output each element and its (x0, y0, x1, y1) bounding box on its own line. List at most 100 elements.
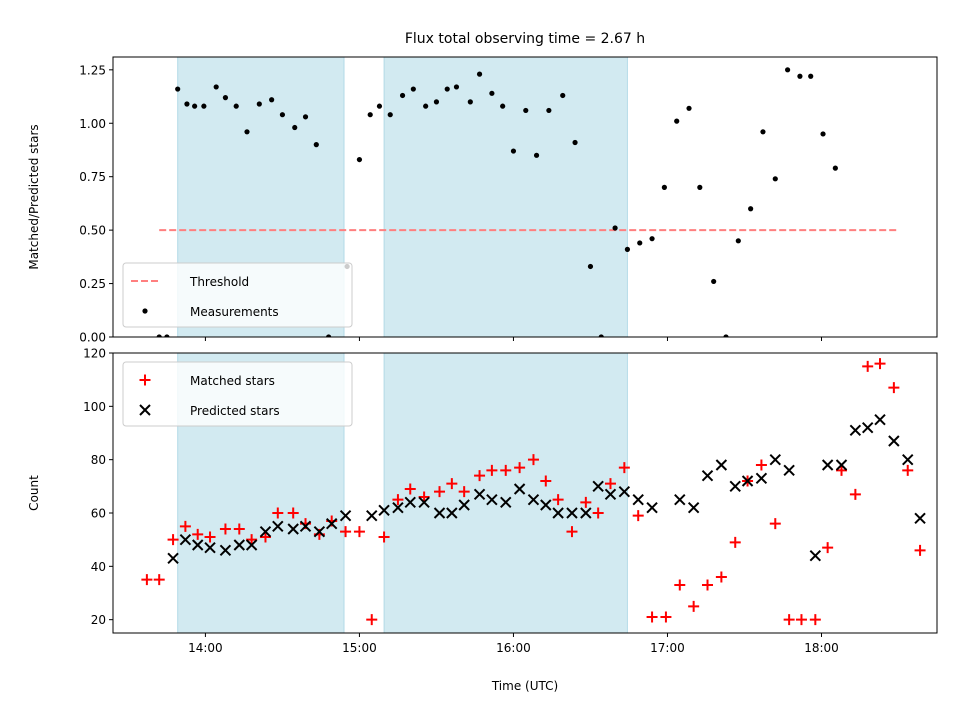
predicted-stars-point (339, 509, 352, 522)
matched-stars-point (500, 464, 512, 476)
measurement-point (546, 107, 552, 114)
matched-stars-point (783, 614, 795, 626)
measurement-point (661, 184, 667, 190)
matched-stars-point (204, 531, 216, 543)
measurement-point (256, 101, 262, 107)
predicted-stars-point (618, 485, 631, 498)
predicted-stars-point (646, 501, 658, 514)
measurement-point (269, 97, 275, 103)
y-tick-label: 0.25 (79, 277, 106, 291)
measurement-point (649, 236, 655, 242)
matched-stars-point (914, 544, 926, 556)
matched-stars-point (874, 358, 886, 370)
y-tick-label: 40 (91, 560, 106, 574)
matched-stars-point (458, 486, 470, 498)
matched-stars-point (592, 507, 604, 519)
predicted-stars-point (486, 493, 498, 506)
matched-stars-point (580, 496, 592, 508)
matched-stars-point (715, 571, 727, 583)
matched-stars-point (167, 534, 179, 546)
x-tick-label: 14:00 (188, 641, 223, 655)
predicted-stars-point (729, 480, 741, 493)
matched-stars-point (392, 494, 404, 506)
matched-stars-point (378, 531, 390, 543)
matched-stars-point (486, 464, 498, 476)
measurement-point (156, 334, 162, 337)
measurement-point (674, 118, 680, 124)
predicted-stars-point (783, 464, 795, 477)
measurement-point (213, 84, 219, 90)
matched-stars-point (729, 536, 741, 548)
legend-box (122, 262, 353, 328)
legend-measurements-swatch (142, 308, 148, 314)
measurement-point (467, 99, 473, 105)
measurement-point (748, 206, 754, 212)
measurement-point (444, 86, 450, 92)
predicted-stars-point (313, 525, 326, 538)
matched-stars-point (353, 526, 365, 538)
axes-frame (112, 56, 938, 338)
predicted-stars-point (473, 488, 486, 501)
matched-stars-point (888, 382, 900, 394)
predicted-stars-point (902, 453, 914, 466)
matched-stars-point (632, 510, 644, 522)
predicted-stars-point (701, 469, 714, 482)
predicted-stars-point (769, 453, 781, 466)
predicted-stars-point (687, 501, 700, 514)
predicted-stars-point (755, 472, 768, 485)
measurement-point (292, 124, 298, 131)
matched-stars-point (809, 614, 821, 626)
top-panel: 0.00 0.25 0.50 0.75 1.00 1.25 Matched/Predicte… (27, 56, 938, 345)
predicted-stars-point (404, 496, 416, 509)
y-tick-label: 0.75 (79, 170, 106, 184)
measurement-point (244, 129, 250, 135)
matched-stars-point (219, 523, 231, 535)
predicted-stars-point (378, 504, 390, 517)
predicted-stars-point (604, 488, 617, 501)
y-axis-label: Count (27, 475, 41, 511)
shaded-interval-1 (383, 353, 628, 633)
measurement-point (376, 103, 383, 109)
measurement-point (201, 103, 207, 109)
matched-stars-point (566, 526, 578, 538)
predicted-stars-point (821, 459, 834, 471)
measurement-point (587, 263, 594, 270)
matched-stars-point (259, 531, 271, 543)
y-tick-label: 120 (83, 347, 106, 361)
legend-label: Predicted stars (190, 404, 280, 418)
measurement-point (624, 246, 631, 252)
predicted-stars-point (513, 483, 526, 495)
predicted-stars-point (446, 507, 458, 519)
measurement-point (785, 67, 791, 73)
x-tick-label: 17:00 (650, 641, 685, 655)
legend-label: Threshold (189, 275, 249, 289)
matched-stars-point (849, 488, 861, 500)
measurement-point (697, 184, 703, 190)
matched-stars-point (233, 523, 245, 535)
predicted-stars-point (632, 493, 644, 506)
predicted-stars-point (179, 533, 192, 546)
y-axis-label: Matched/Predicted stars (27, 124, 41, 269)
predicted-stars-point (741, 475, 754, 487)
predicted-stars-point (299, 520, 312, 533)
chart-title: Flux total observing time = 2.67 h (405, 31, 645, 47)
x-axis-label: Time (UTC) (491, 679, 558, 693)
matched-stars-point (527, 454, 539, 466)
matched-stars-point (660, 611, 672, 623)
predicted-stars-point (527, 493, 540, 506)
measurement-point (222, 95, 229, 101)
measurement-point (637, 240, 643, 246)
y-tick-label: 100 (83, 400, 106, 414)
matched-stars-point (287, 507, 299, 519)
measurement-point (735, 238, 741, 244)
measurement-point (533, 152, 540, 158)
legend-predicted-swatch (139, 404, 151, 416)
predicted-stars-point (325, 517, 338, 530)
predicted-stars-point (392, 501, 404, 514)
y-tick-label: 1.00 (79, 117, 106, 131)
y-tick-label: 80 (91, 453, 106, 467)
y-tick-label: 60 (91, 507, 106, 521)
matched-stars-point (366, 614, 378, 626)
matched-stars-point (769, 518, 781, 530)
matched-stars-point (474, 470, 486, 482)
